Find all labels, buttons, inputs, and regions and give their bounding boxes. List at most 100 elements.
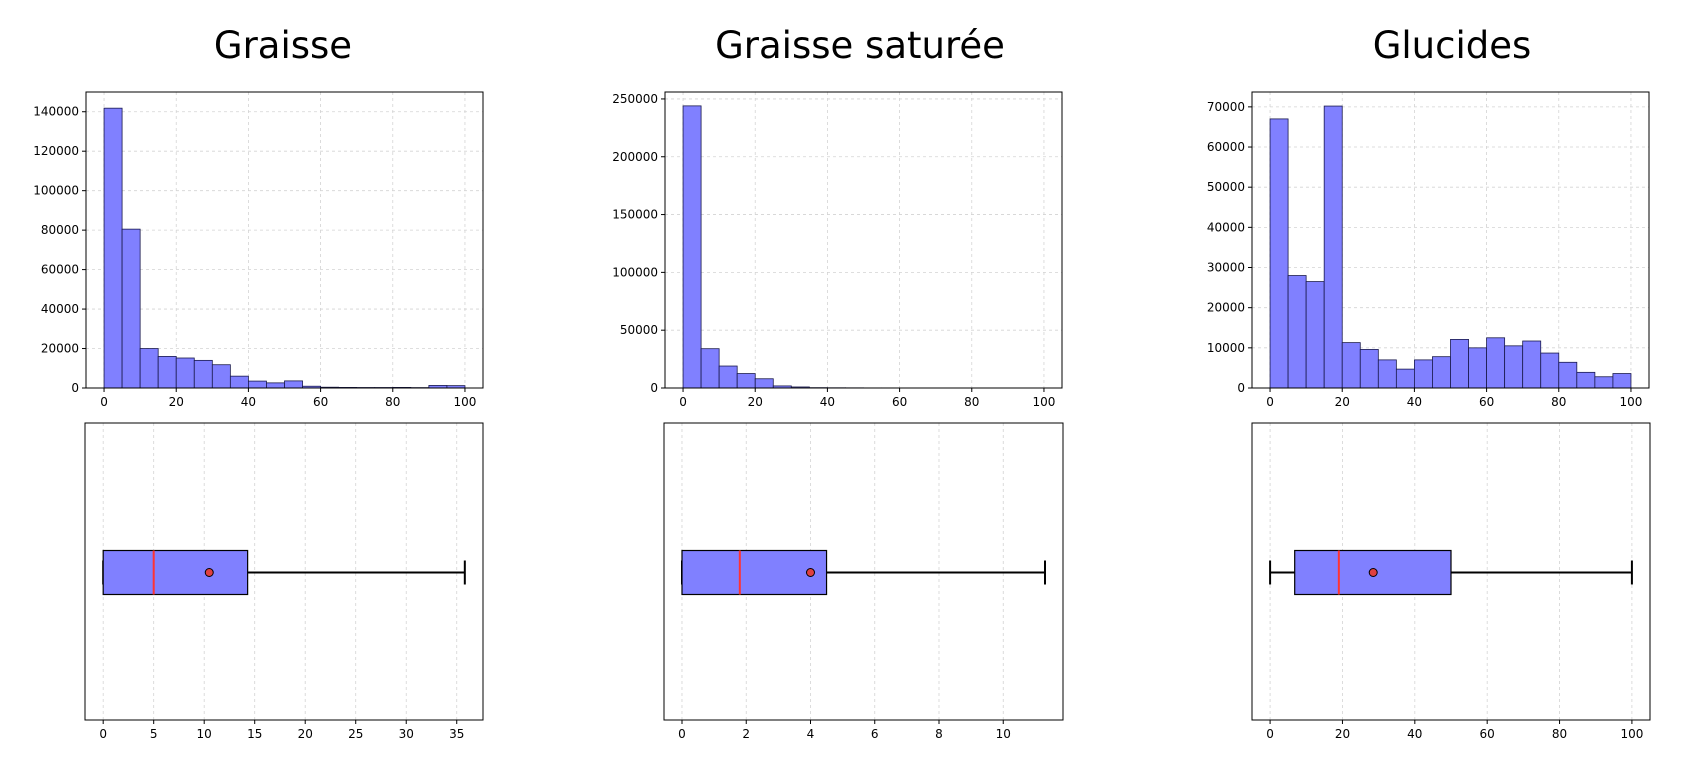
x-tick-label: 0	[1266, 727, 1274, 741]
x-tick-label: 100	[1620, 727, 1643, 741]
histogram-bar	[1594, 376, 1614, 389]
histogram-bar	[1612, 373, 1632, 389]
boxplot-grid	[102, 423, 458, 720]
x-tick-label: 20	[1335, 727, 1350, 741]
chart-column-graisse: Graisse 0 20 40 60 80 10002000040000600008000…	[33, 24, 484, 741]
chart-column-glucides: Glucides 0 20 40 60 80 100 0 10000 20000 30000 40 0…	[1207, 24, 1651, 741]
histogram-bar	[1576, 371, 1596, 389]
y-tick-label: 30000	[1207, 261, 1245, 275]
x-tick-label: 0	[100, 395, 108, 409]
histogram-bar	[284, 380, 303, 389]
x-tick-label: 40	[241, 395, 256, 409]
histogram-bar	[175, 357, 195, 389]
y-tick-label: 50000	[1207, 180, 1245, 194]
mean-marker	[204, 568, 214, 577]
x-tick-label: 60	[1479, 395, 1494, 409]
x-tick-label: 15	[247, 727, 262, 741]
x-tick-label: 100	[1033, 395, 1056, 409]
histogram-bars	[103, 107, 466, 389]
histogram-bar	[1432, 356, 1451, 389]
x-tick-label: 60	[892, 395, 907, 409]
box-iqr	[681, 549, 828, 596]
histogram-bar	[1377, 359, 1397, 389]
x-tick-label: 35	[449, 727, 464, 741]
chart-title-glucides: Glucides	[1373, 24, 1532, 67]
y-tick-label: 140000	[33, 105, 79, 119]
x-tick-label: 60	[1480, 727, 1495, 741]
x-tick-label: 20	[748, 395, 763, 409]
histogram-bar	[1341, 342, 1361, 389]
histogram-glucides: 0 20 40 60 80 100 0 10000 20000 30000 40000 50000 60…	[1207, 91, 1650, 409]
boxplot-glucides: 0 20 40 60 80 100	[1251, 422, 1651, 741]
y-tick-label: 100000	[612, 265, 658, 279]
histogram-bar	[1558, 361, 1578, 389]
histogram-frame	[664, 91, 1063, 389]
y-tick-label: 150000	[612, 208, 658, 222]
x-tick-label: 25	[348, 727, 363, 741]
y-tick-label: 120000	[33, 144, 79, 158]
x-tick-label: 0	[678, 727, 686, 741]
histogram-frame	[1251, 91, 1650, 389]
x-tick-label: 40	[1407, 727, 1422, 741]
histogram-bar	[700, 348, 720, 389]
mean-marker	[805, 568, 815, 577]
x-tick-label: 40	[820, 395, 835, 409]
histogram-graisse: 0 20 40 60 80 100 0 20000 40000 60000 80000 100000 1…	[33, 91, 484, 409]
y-tick-label: 60000	[1207, 140, 1245, 154]
histogram-bar	[1287, 275, 1307, 389]
x-tick-label: 5	[150, 727, 158, 741]
x-tick-label: 80	[1551, 395, 1566, 409]
histogram-bar	[736, 373, 756, 389]
histogram-bar	[1504, 345, 1524, 389]
x-tick-label: 100	[454, 395, 477, 409]
y-tick-label: 70000	[1207, 100, 1245, 114]
y-tick-label: 40000	[41, 302, 79, 316]
histogram-bar	[1414, 359, 1433, 389]
histogram-bar	[157, 356, 177, 389]
x-tick-label: 2	[742, 727, 750, 741]
x-tick-label: 8	[935, 727, 943, 741]
y-tick-label: 50000	[620, 323, 658, 337]
x-tick-label: 30	[399, 727, 414, 741]
x-tick-label: 10	[996, 727, 1011, 741]
histogram-bars	[682, 105, 1045, 389]
histogram-grid	[86, 92, 483, 389]
boxplot-frame	[84, 422, 484, 721]
x-tick-label: 40	[1407, 395, 1422, 409]
histogram-bar	[121, 228, 141, 389]
x-tick-label: 20	[1335, 395, 1350, 409]
y-tick-label: 10000	[1207, 341, 1245, 355]
x-tick-label: 0	[99, 727, 107, 741]
y-tick-label: 100000	[33, 184, 79, 198]
x-tick-label: 80	[385, 395, 400, 409]
histogram-bar	[1305, 281, 1325, 389]
box-iqr	[102, 549, 249, 596]
histogram-bars	[1269, 105, 1632, 389]
x-tick-label: 0	[679, 395, 687, 409]
x-tick-label: 0	[1266, 395, 1274, 409]
histogram-bar	[1359, 349, 1379, 389]
y-tick-label: 80000	[41, 223, 79, 237]
histogram-bar	[1522, 340, 1542, 389]
chart-column-graisse-saturee: Graisse saturée 0 20 40 60 80 100050000100000…	[612, 24, 1064, 741]
x-tick-label: 80	[964, 395, 979, 409]
histogram-grid	[665, 92, 1062, 389]
x-tick-label: 20	[298, 727, 313, 741]
y-tick-label: 20000	[41, 342, 79, 356]
histogram-frame	[85, 91, 484, 389]
boxplot-grid	[681, 423, 1004, 720]
histogram-bar	[229, 375, 249, 389]
y-tick-label: 0	[1237, 381, 1245, 395]
histogram-bar	[1450, 339, 1469, 389]
histogram-graisse-saturee: 0 20 40 60 80 100 0 50000 100000 150000 200000 2500…	[612, 91, 1063, 409]
histogram-bar	[103, 107, 123, 389]
boxplot-frame	[663, 422, 1064, 721]
y-tick-label: 20000	[1207, 301, 1245, 315]
histogram-bar	[718, 365, 738, 389]
y-tick-label: 0	[71, 381, 79, 395]
x-tick-label: 60	[313, 395, 328, 409]
mean-marker	[1368, 568, 1378, 577]
histogram-bar	[1486, 337, 1506, 389]
x-tick-label: 20	[169, 395, 184, 409]
